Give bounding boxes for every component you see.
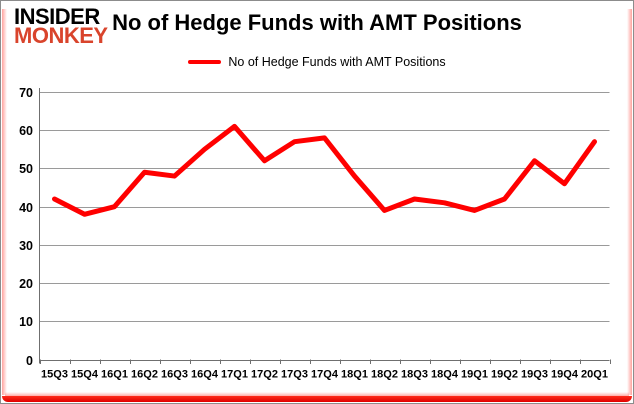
y-axis-tick-label: 50 (19, 162, 33, 176)
legend-line-swatch (188, 59, 222, 65)
logo-text-monkey: MONKEY (14, 23, 108, 49)
y-axis-tick-label: 10 (19, 315, 33, 329)
x-axis-tick-label: 20Q1 (581, 369, 608, 381)
x-axis-tick-label: 16Q2 (131, 369, 158, 381)
chart-title: No of Hedge Funds with AMT Positions (112, 10, 522, 35)
x-axis-tick-label: 19Q2 (491, 369, 518, 381)
logo-text-insider: INSIDER (14, 4, 100, 29)
x-axis-tick-label: 15Q4 (71, 369, 99, 381)
x-axis-tick-label: 19Q4 (551, 369, 579, 381)
chart-legend: No of Hedge Funds with AMT Positions (1, 55, 633, 69)
x-axis-tick-label: 18Q3 (401, 369, 428, 381)
x-axis-tick-label: 17Q1 (221, 369, 248, 381)
y-axis-tick-label: 60 (19, 124, 33, 138)
x-axis-tick-label: 18Q2 (371, 369, 398, 381)
x-axis-tick-label: 19Q1 (461, 369, 488, 381)
x-axis-tick-label: 15Q3 (41, 369, 68, 381)
x-axis-tick-label: 17Q3 (281, 369, 308, 381)
series-line (52, 123, 597, 217)
x-axis-tick-label: 19Q3 (521, 369, 548, 381)
x-axis-tick-label: 16Q1 (101, 369, 128, 381)
y-axis-tick-label: 40 (19, 201, 33, 215)
y-axis-tick-label: 70 (19, 86, 33, 100)
x-axis-tick-label: 16Q4 (191, 369, 219, 381)
legend-label: No of Hedge Funds with AMT Positions (228, 55, 446, 69)
x-axis-tick-label: 16Q3 (161, 369, 188, 381)
y-axis-tick-label: 20 (19, 277, 33, 291)
insider-monkey-logo: INSIDER MONKEY (14, 4, 108, 49)
x-axis-tick-label: 18Q1 (341, 369, 368, 381)
y-axis-tick-label: 0 (26, 354, 33, 368)
x-axis-tick-label: 17Q2 (251, 369, 278, 381)
x-axis-tick-label: 18Q4 (431, 369, 459, 381)
x-axis-tick-label: 17Q4 (311, 369, 339, 381)
y-axis-tick-label: 30 (19, 239, 33, 253)
